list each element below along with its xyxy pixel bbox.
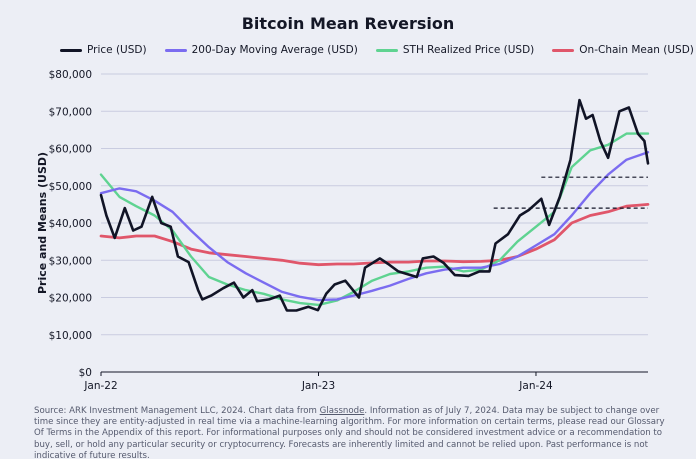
legend-item: STH Realized Price (USD) <box>375 44 535 56</box>
legend-label: STH Realized Price (USD) <box>402 44 535 56</box>
legend: Price (USD) 200-Day Moving Average (USD) S… <box>60 44 694 56</box>
chart-title: Bitcoin Mean Reversion <box>241 14 455 33</box>
x-tick-label: Jan-24 <box>518 380 553 392</box>
legend-label: Price (USD) <box>87 44 147 56</box>
legend-item: On-Chain Mean (USD) <box>552 44 694 56</box>
legend-label: 200-Day Moving Average (USD) <box>191 44 358 56</box>
y-tick-label: $0 <box>79 367 92 379</box>
y-tick-label: $70,000 <box>49 106 92 118</box>
plot-area: $0 $10,000 $20,000 $30,000 $40,000 $50,000 $60… <box>36 69 650 392</box>
legend-swatch <box>552 48 575 52</box>
legend-swatch <box>60 48 82 52</box>
y-tick-label: $10,000 <box>49 330 92 342</box>
series-line-2 <box>99 132 650 307</box>
legend-item: 200-Day Moving Average (USD) <box>164 44 358 56</box>
source-note: Source: ARK Investment Management LLC, 2… <box>34 406 674 459</box>
source-post: . Information as of July 7, 2024. Data m… <box>34 406 665 459</box>
y-tick-label: $20,000 <box>49 293 92 305</box>
series-line-3 <box>99 203 650 267</box>
series-line-1 <box>99 151 650 302</box>
x-tick-label: Jan-22 <box>83 380 117 392</box>
y-tick-label: $40,000 <box>49 218 92 230</box>
y-tick-label: $80,000 <box>49 69 92 81</box>
y-tick-label: $60,000 <box>49 144 92 156</box>
glassnode-link[interactable]: Glassnode <box>319 406 365 416</box>
y-tick-label: $30,000 <box>49 255 92 267</box>
y-tick-label: $50,000 <box>49 181 92 193</box>
legend-item: Price (USD) <box>60 44 147 56</box>
y-axis-label: Price and Means (USD) <box>36 152 49 294</box>
source-pre: Source: ARK Investment Management LLC, 2… <box>34 406 320 416</box>
legend-label: On-Chain Mean (USD) <box>579 44 694 56</box>
legend-swatch <box>164 48 187 52</box>
legend-swatch <box>375 48 398 52</box>
series-line-0 <box>99 98 650 312</box>
x-tick-label: Jan-23 <box>301 380 335 392</box>
